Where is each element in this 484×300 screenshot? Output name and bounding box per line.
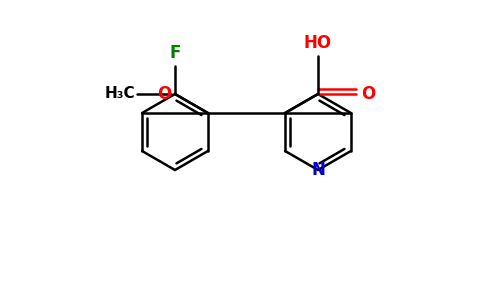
Text: H₃C: H₃C [105,86,135,101]
Text: HO: HO [304,34,332,52]
Text: N: N [311,161,325,179]
Text: F: F [169,44,181,62]
Text: O: O [361,85,375,103]
Text: O: O [157,85,171,103]
